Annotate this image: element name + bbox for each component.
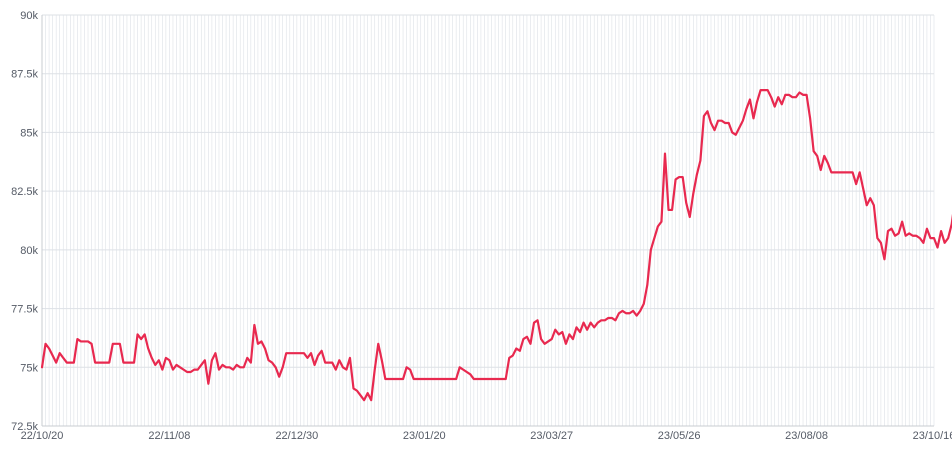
x-axis-tick-labels: 22/10/20 22/11/08 22/12/30 23/01/20 23/03/27… [21,430,952,442]
x-tick-label: 23/10/16 [913,430,952,442]
y-tick-label: 75k [20,362,38,374]
series-layer [40,89,952,402]
y-tick-label: 87.5k [11,69,38,81]
chart-axes [41,15,934,427]
y-tick-label: 80k [20,245,38,257]
vertical-gridlines [41,15,935,426]
y-tick-label: 82.5k [11,186,38,198]
x-tick-label: 23/01/20 [403,430,446,442]
x-tick-label: 23/05/26 [658,430,701,442]
y-tick-label: 72.5k [11,421,38,433]
y-tick-label: 85k [20,127,38,139]
x-tick-label: 22/11/08 [148,430,190,442]
y-axis-tick-labels: 72.5k 75k 77.5k 80k 82.5k 85k 87.5k 90k [11,10,38,433]
x-tick-label: 23/08/08 [785,430,828,442]
x-tick-label: 22/10/20 [21,430,64,442]
y-tick-label: 77.5k [11,304,38,316]
x-tick-label: 22/12/30 [275,430,318,442]
y-tick-label: 90k [20,10,38,22]
x-tick-label: 23/03/27 [530,430,573,442]
price-series-line [40,89,952,402]
